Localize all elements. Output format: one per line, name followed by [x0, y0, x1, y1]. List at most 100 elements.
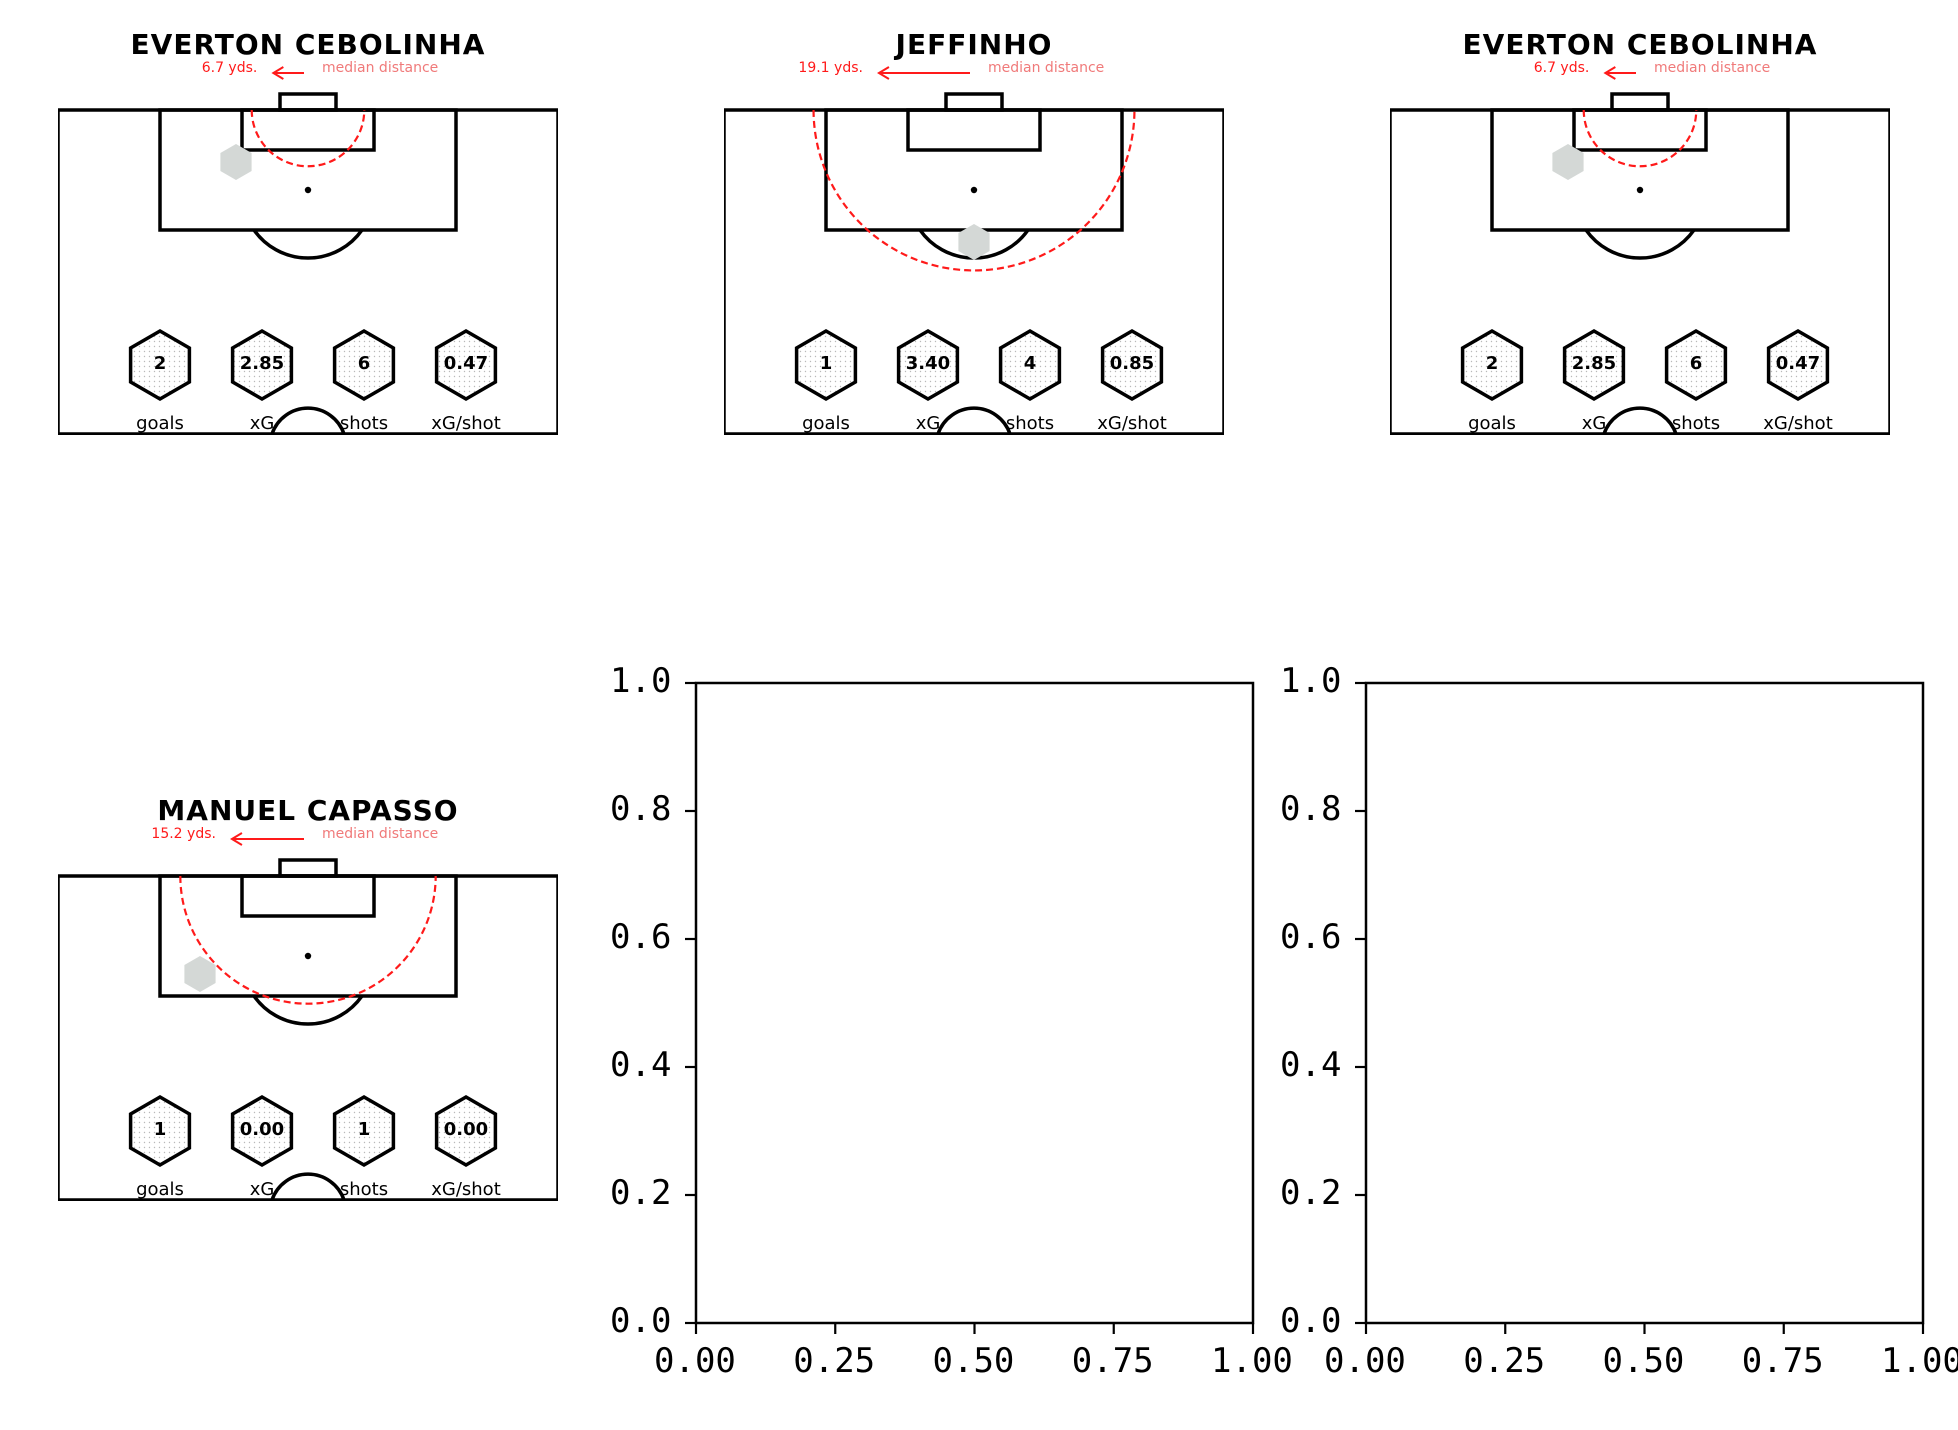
stat-goals-label: goals [136, 413, 184, 434]
median-distance-value: 6.7 yds. [201, 60, 258, 76]
stat-shots-label: shots [339, 413, 389, 434]
shot-hex [220, 144, 252, 180]
penalty-area [824, 108, 1124, 232]
median-arrow-head [230, 832, 243, 846]
median-distance-label: median distance [322, 60, 439, 76]
goal [278, 92, 338, 112]
stat-hex [332, 1094, 396, 1168]
y-tick-label: 0.6 [610, 917, 672, 957]
stat-hex [1562, 328, 1626, 402]
penalty-spot [304, 186, 312, 194]
y-tick-label: 0.4 [610, 1045, 672, 1085]
y-tick-label: 0.2 [610, 1173, 672, 1213]
y-tick-label: 0.6 [1280, 917, 1342, 957]
median-distance-row: 6.7 yds. median distance [58, 60, 558, 80]
stat-xg-per-shot-value: 0.47 [1775, 353, 1821, 374]
centre-circle-top [270, 406, 346, 435]
y-tick-label: 0.4 [1280, 1045, 1342, 1085]
stat-hex [1460, 328, 1524, 402]
shot-hex [1552, 144, 1584, 180]
median-distance-group [179, 875, 437, 1005]
x-tick-label: 0.75 [1071, 1341, 1154, 1381]
stat-hex [332, 328, 396, 402]
stat-xg-per-shot-label: xG/shot [431, 413, 501, 434]
stat-goals-value: 2 [153, 353, 167, 374]
stat-shots-value: 4 [1023, 353, 1037, 374]
median-distance-value: 15.2 yds. [151, 826, 216, 842]
y-tick-label: 1.0 [610, 661, 672, 701]
median-distance-label: median distance [1654, 60, 1771, 76]
axes-svg [685, 681, 1255, 1334]
centre-circle-top [1602, 406, 1678, 435]
stat-goals-label: goals [1468, 413, 1516, 434]
centre-circle-top [936, 406, 1012, 435]
shot-map-panel-2: JEFFINHO 19.1 yds. median distance 1 3.4… [724, 0, 1224, 435]
x-tick-label: 0.00 [654, 1341, 736, 1381]
stat-xg-value: 3.40 [905, 353, 951, 374]
penalty-arc [1584, 228, 1696, 260]
stat-xg-per-shot-value: 0.47 [443, 353, 489, 374]
y-tick-label: 0.0 [1280, 1301, 1342, 1341]
pitch-drawing [58, 832, 558, 1201]
stat-xg-value: 0.00 [239, 1119, 285, 1140]
stat-xg-value: 2.85 [239, 353, 285, 374]
median-distance-arc [1582, 109, 1698, 168]
stat-hex [434, 1094, 498, 1168]
shot-hex [184, 956, 216, 992]
x-tick-label: 0.00 [1324, 1341, 1406, 1381]
player-name: JEFFINHO [895, 28, 1053, 61]
stat-xg-per-shot-label: xG/shot [1097, 413, 1167, 434]
axes-frame [694, 681, 1255, 1325]
stat-shots-label: shots [339, 1179, 389, 1200]
stat-goals-label: goals [802, 413, 850, 434]
stat-shots-value: 6 [1689, 353, 1703, 374]
penalty-spot [970, 186, 978, 194]
stat-goals-value: 1 [153, 1119, 167, 1140]
penalty-area [158, 108, 458, 232]
stat-hex [794, 328, 858, 402]
stat-hex [1664, 328, 1728, 402]
stat-hex [128, 1094, 192, 1168]
stat-hex [128, 328, 192, 402]
stat-goals-label: goals [136, 1179, 184, 1200]
median-distance-label: median distance [988, 60, 1105, 76]
shot-map-panel-3: EVERTON CEBOLINHA 6.7 yds. median distan… [1390, 0, 1890, 435]
stat-xg-per-shot-value: 0.00 [443, 1119, 489, 1140]
stat-shots-value: 1 [357, 1119, 371, 1140]
shot-map-panel-4: MANUEL CAPASSO 15.2 yds. median distance… [58, 766, 558, 1201]
penalty-spot [1636, 186, 1644, 194]
y-tick-label: 0.8 [1280, 789, 1342, 829]
y-tick-label: 0.2 [1280, 1173, 1342, 1213]
pitch-drawing [1390, 66, 1890, 435]
median-distance-group [1582, 109, 1698, 168]
x-tick-label: 0.50 [932, 1341, 1015, 1381]
median-distance-row: 19.1 yds. median distance [724, 60, 1224, 80]
stat-hex [896, 328, 960, 402]
x-tick-label: 1.00 [1211, 1341, 1293, 1381]
stat-shots-label: shots [1005, 413, 1055, 434]
shot-hex [958, 224, 990, 260]
median-distance-value: 19.1 yds. [798, 60, 863, 76]
empty-axes-1: 0.00 0.25 0.50 0.75 1.00 0.0 0.2 0.4 0.6 0.8 1.0 [590, 650, 1293, 1430]
median-arrow-head [877, 66, 890, 80]
median-distance-label: median distance [322, 826, 439, 842]
stat-shots-value: 6 [357, 353, 371, 374]
y-tick-label: 1.0 [1280, 661, 1342, 701]
player-name: MANUEL CAPASSO [157, 794, 459, 827]
stat-xg-value: 2.85 [1571, 353, 1617, 374]
goal [278, 858, 338, 878]
axes-svg [1355, 681, 1925, 1334]
goal [1610, 92, 1670, 112]
stat-hex [230, 1094, 294, 1168]
x-tick-label: 0.25 [793, 1341, 876, 1381]
y-tick-label: 0.0 [610, 1301, 672, 1341]
six-yard-box [240, 874, 376, 918]
penalty-arc [252, 994, 364, 1026]
goal [944, 92, 1004, 112]
median-distance-arc [179, 875, 437, 1005]
stat-goals-value: 1 [819, 353, 833, 374]
median-distance-row: 15.2 yds. median distance [58, 826, 558, 846]
penalty-spot [304, 952, 312, 960]
x-tick-label: 0.50 [1602, 1341, 1685, 1381]
pitch-drawing [58, 66, 558, 435]
